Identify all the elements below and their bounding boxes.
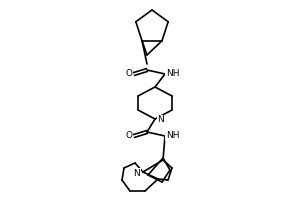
Text: NH: NH <box>166 132 180 140</box>
Text: O: O <box>125 132 133 140</box>
Text: O: O <box>125 70 133 78</box>
Text: N: N <box>134 168 140 178</box>
Text: NH: NH <box>166 70 180 78</box>
Text: N: N <box>158 116 164 124</box>
